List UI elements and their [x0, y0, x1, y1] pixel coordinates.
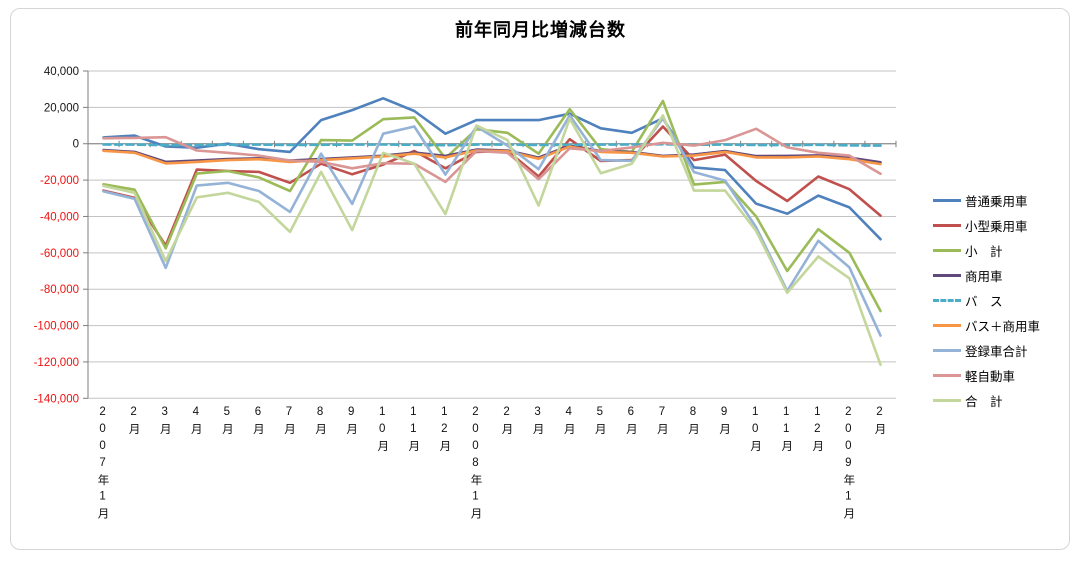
series-line-登録車合計 — [102, 114, 882, 337]
legend-line-swatch — [933, 374, 961, 377]
legend-item: 小型乗用車 — [933, 213, 1040, 238]
y-axis-label: -20,000 — [40, 175, 79, 187]
legend-item: バス＋商用車 — [933, 313, 1040, 338]
legend-item: 軽自動車 — [933, 363, 1040, 388]
legend-line-swatch — [933, 199, 961, 202]
legend-label: 小型乗用車 — [965, 220, 1028, 234]
y-axis-label: -80,000 — [40, 284, 79, 296]
legend-label: バ ス — [965, 295, 1003, 309]
legend-label: 合 計 — [965, 395, 1003, 409]
legend-item: 商用車 — [933, 263, 1040, 288]
legend: 普通乗用車小型乗用車小 計商用車バ スバス＋商用車 登録車合計軽自動車合 計 — [933, 188, 1040, 413]
series-line-普通乗用車 — [102, 97, 882, 241]
legend-line-swatch — [933, 299, 961, 302]
chart-title: 前年同月比増減台数 — [455, 20, 626, 40]
y-axis-label: 40,000 — [44, 66, 79, 78]
legend-label: 普通乗用車 — [965, 195, 1028, 209]
legend-line-swatch — [933, 399, 961, 402]
series-line-小 計 — [102, 99, 882, 313]
legend-label: バス＋商用車 — [965, 320, 1041, 334]
legend-label: 商用車 — [965, 270, 1003, 284]
legend-item: 合 計 — [933, 388, 1040, 413]
y-axis-label: -60,000 — [40, 248, 79, 260]
y-axis-label: 20,000 — [44, 102, 79, 114]
y-axis-label: -100,000 — [34, 321, 79, 333]
legend-line-swatch — [933, 324, 961, 327]
legend-line-swatch — [933, 274, 961, 277]
legend-item: 普通乗用車 — [933, 188, 1040, 213]
legend-label: 小 計 — [965, 245, 1003, 259]
legend-label: 軽自動車 — [965, 370, 1016, 384]
legend-item: 登録車合計 — [933, 338, 1040, 363]
legend-line-swatch — [933, 349, 961, 352]
y-axis-label: -40,000 — [40, 211, 79, 223]
legend-item: バ ス — [933, 288, 1040, 313]
legend-item: 小 計 — [933, 238, 1040, 263]
y-axis-label: -140,000 — [34, 393, 79, 405]
legend-label: 登録車合計 — [965, 345, 1028, 359]
legend-line-swatch — [933, 224, 961, 227]
series-line-バ ス — [102, 143, 882, 147]
legend-line-swatch — [933, 249, 961, 252]
y-axis-label: -120,000 — [34, 357, 79, 369]
series-line-軽自動車 — [102, 127, 882, 184]
series-line-合 計 — [102, 114, 882, 366]
y-axis-label: 0 — [73, 139, 79, 151]
